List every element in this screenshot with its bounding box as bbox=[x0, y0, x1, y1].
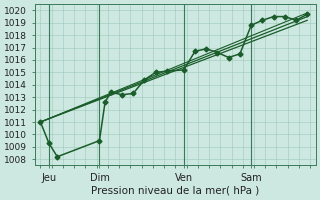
X-axis label: Pression niveau de la mer( hPa ): Pression niveau de la mer( hPa ) bbox=[91, 186, 260, 196]
